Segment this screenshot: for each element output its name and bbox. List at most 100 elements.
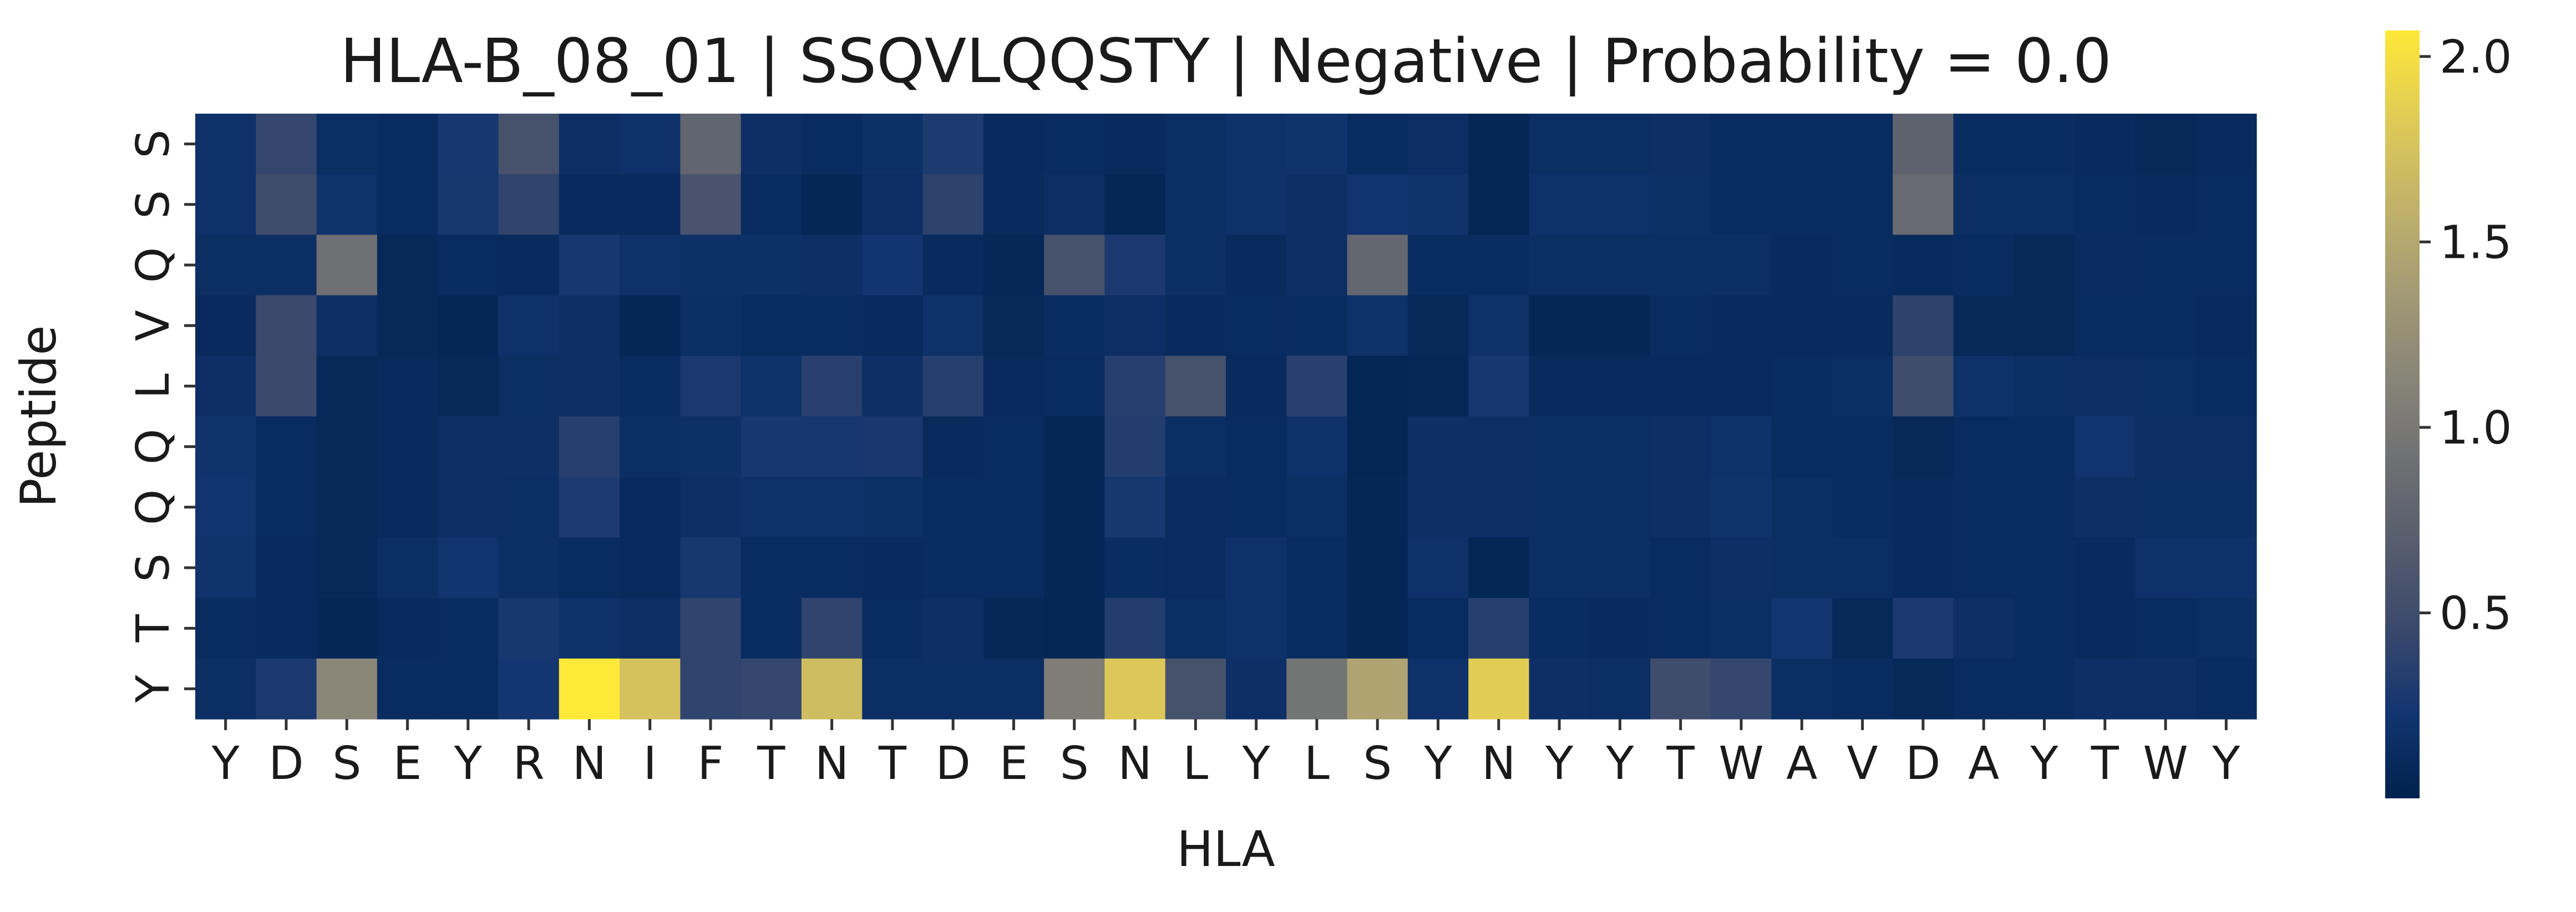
heatmap-cell — [2135, 114, 2197, 175]
heatmap-cell — [1771, 355, 1833, 417]
heatmap-cell — [2075, 658, 2136, 720]
heatmap-cell — [1529, 537, 1590, 599]
heatmap-cell — [1165, 235, 1226, 296]
heatmap-cell — [1165, 598, 1226, 659]
heatmap-cell — [2135, 355, 2197, 417]
heatmap-cell — [2075, 114, 2136, 175]
heatmap-cell — [983, 295, 1044, 356]
heatmap-cell — [2014, 658, 2075, 720]
heatmap-cell — [1529, 295, 1590, 356]
heatmap-cell — [1589, 416, 1651, 477]
heatmap-cell — [377, 598, 438, 659]
heatmap-cell — [680, 114, 742, 175]
heatmap-cell — [1589, 477, 1651, 538]
heatmap-cell — [1893, 295, 1954, 356]
heatmap-cell — [1407, 355, 1469, 417]
heatmap-cell — [195, 598, 256, 659]
heatmap-cell — [922, 537, 984, 599]
heatmap-cell — [438, 235, 499, 296]
heatmap-cell — [680, 416, 742, 477]
heatmap-cell — [2195, 658, 2257, 720]
heatmap-cell — [801, 658, 863, 720]
heatmap-cell — [256, 235, 317, 296]
y-tick-label: T — [127, 614, 180, 643]
y-tick-label: Q — [127, 490, 180, 526]
heatmap-cell — [195, 295, 256, 356]
heatmap-cell — [195, 416, 256, 477]
heatmap-cell — [1589, 537, 1651, 599]
heatmap-cell — [1953, 295, 2015, 356]
heatmap-cell — [256, 537, 317, 599]
heatmap-cell — [1347, 416, 1408, 477]
heatmap-cell — [1347, 598, 1408, 659]
heatmap-cell — [195, 658, 256, 720]
x-tick-label: I — [643, 737, 657, 790]
heatmap-cell — [1711, 658, 1772, 720]
heatmap-cell — [1165, 295, 1226, 356]
heatmap-cell — [498, 174, 560, 235]
heatmap-cell — [1044, 477, 1106, 538]
heatmap-cell — [1893, 416, 1954, 477]
heatmap-cell — [1104, 174, 1166, 235]
heatmap-cell — [1104, 537, 1166, 599]
heatmap-cell — [1347, 658, 1408, 720]
heatmap-cell — [2014, 355, 2075, 417]
heatmap-cell — [1104, 416, 1166, 477]
heatmap-cell — [2075, 174, 2136, 235]
heatmap-cell — [256, 114, 317, 175]
heatmap-cell — [620, 235, 681, 296]
heatmap-cell — [620, 355, 681, 417]
heatmap-cell — [1893, 598, 1954, 659]
heatmap-cell — [1650, 114, 1711, 175]
heatmap-cell — [1711, 114, 1772, 175]
heatmap-cell — [801, 295, 863, 356]
heatmap-cell — [1589, 598, 1651, 659]
x-tick-label: T — [1666, 737, 1695, 790]
heatmap-cell — [1771, 114, 1833, 175]
heatmap-cell — [1711, 537, 1772, 599]
heatmap-cell — [2135, 174, 2197, 235]
heatmap-cell — [1286, 174, 1348, 235]
heatmap-cell — [1529, 114, 1590, 175]
heatmap-cell — [862, 658, 924, 720]
heatmap-cell — [1529, 355, 1590, 417]
heatmap-cell — [1468, 537, 1530, 599]
heatmap-cell — [1711, 295, 1772, 356]
heatmap-cell — [1529, 477, 1590, 538]
heatmap-cell — [498, 477, 560, 538]
heatmap-cell — [620, 114, 681, 175]
heatmap-cell — [1529, 235, 1590, 296]
x-tick-label: S — [1060, 737, 1089, 790]
heatmap-cell — [2195, 598, 2257, 659]
x-tick-label: Y — [211, 737, 240, 790]
heatmap-cell — [1468, 355, 1530, 417]
heatmap-cell — [1226, 355, 1287, 417]
heatmap-cell — [1226, 537, 1287, 599]
heatmap-cell — [195, 235, 256, 296]
heatmap-cell — [559, 355, 620, 417]
heatmap-cell — [1044, 355, 1106, 417]
heatmap-cell — [1650, 477, 1711, 538]
heatmap-cell — [1226, 658, 1287, 720]
heatmap-cell — [559, 658, 620, 720]
heatmap-cell — [256, 598, 317, 659]
heatmap-cell — [1771, 416, 1833, 477]
heatmap-cell — [2075, 295, 2136, 356]
heatmap-cell — [1650, 355, 1711, 417]
heatmap-cell — [1832, 295, 1893, 356]
heatmap-cell — [983, 477, 1044, 538]
x-tick-label: E — [1000, 737, 1028, 790]
heatmap-cell — [1226, 477, 1287, 538]
heatmap-cell — [2135, 598, 2197, 659]
heatmap-cell — [377, 658, 438, 720]
heatmap-cell — [1044, 416, 1106, 477]
heatmap-cell — [1347, 235, 1408, 296]
heatmap-cell — [2014, 295, 2075, 356]
heatmap-cell — [741, 537, 802, 599]
heatmap-cell — [2075, 416, 2136, 477]
x-tick-label: S — [1363, 737, 1392, 790]
heatmap-cell — [1650, 416, 1711, 477]
heatmap-cell — [1407, 416, 1469, 477]
heatmap-cell — [2195, 174, 2257, 235]
